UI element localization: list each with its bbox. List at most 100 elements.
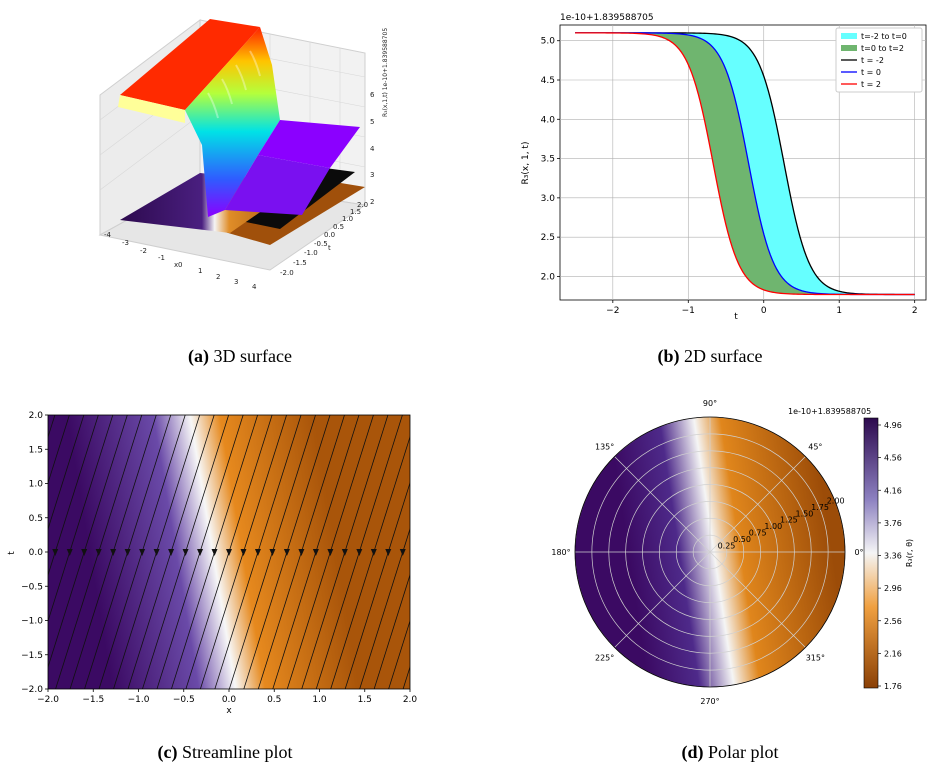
- x-tick: 2: [216, 273, 220, 281]
- legend-label: t = 0: [861, 68, 881, 77]
- angle-tick-label: 135°: [595, 443, 614, 452]
- flow-arrow: [52, 549, 59, 556]
- angle-tick-label: 45°: [808, 443, 822, 452]
- angle-tick-label: 0°: [854, 548, 863, 557]
- y-tick: 1.5: [350, 208, 361, 216]
- x-axis-label: t: [734, 312, 738, 322]
- surface-plateau-low: [258, 120, 360, 168]
- panel-3d-surface: -4 -3 -2 -1 0 1 2 3 4 x -2.0 -1.5 -1.0 -…: [98, 19, 389, 291]
- radial-ticks: 0.250.500.751.001.251.501.752.00: [718, 496, 845, 550]
- flow-arrow: [283, 549, 290, 556]
- x-tick-label: −2: [606, 306, 619, 316]
- flow-arrow: [370, 549, 377, 556]
- colorbar-tick-label: 2.96: [884, 584, 902, 593]
- radial-tick-label: 1.75: [811, 503, 829, 512]
- angle-tick-label: 180°: [551, 548, 570, 557]
- x-tick-label: 0.5: [267, 695, 281, 705]
- y-tick-label: 0.0: [29, 548, 44, 558]
- flow-arrow: [312, 549, 319, 556]
- z-tick: 2: [370, 198, 374, 206]
- flow-arrow: [385, 549, 392, 556]
- legend-label: t = 2: [861, 80, 881, 89]
- flow-arrow: [341, 549, 348, 556]
- x-ticks: −2 −1 0 1 2: [606, 300, 918, 316]
- x-tick: -2: [140, 247, 147, 255]
- fill-region-1: [575, 32, 915, 295]
- streamline: [48, 415, 70, 485]
- colorbar-tick-label: 4.96: [884, 421, 902, 430]
- y-axis-label: t: [7, 551, 17, 555]
- offset-label: 1e-10+1.839588705: [788, 407, 871, 416]
- colorbar-ticks: 4.96 4.56 4.16 3.76 3.36 2.96 2.56 2.16 1.76: [878, 421, 902, 691]
- x-tick-label: 1.0: [312, 695, 327, 705]
- y-tick: 2.0: [357, 201, 368, 209]
- flow-arrow: [95, 549, 102, 556]
- y-tick-label: 0.5: [29, 514, 43, 524]
- caption-d: (d) Polar plot: [681, 742, 779, 762]
- x-tick-label: −1: [682, 306, 695, 316]
- colorbar-tick-label: 2.16: [884, 649, 902, 658]
- flow-arrow: [327, 549, 334, 556]
- y-tick: -2.0: [280, 269, 294, 277]
- x-tick: -1: [158, 254, 165, 262]
- flow-arrow: [197, 549, 204, 556]
- legend-label: t=-2 to t=0: [861, 32, 907, 41]
- angle-ticks: 0° 45° 90° 135° 180° 225° 270° 315°: [551, 399, 863, 706]
- y-tick: 0.0: [324, 231, 335, 239]
- legend-label: t = -2: [861, 56, 884, 65]
- colorbar-tick-label: 3.76: [884, 519, 902, 528]
- series-line-3: [575, 32, 915, 296]
- y-tick-label: 5.0: [541, 37, 556, 47]
- y-ticks: 2.0 2.5 3.0 3.5 4.0 4.5 5.0: [541, 37, 560, 282]
- y-tick-label: 3.0: [541, 194, 556, 204]
- x-tick: -3: [122, 239, 129, 247]
- series-lines: [575, 32, 915, 296]
- surface-transition: [185, 27, 280, 217]
- y-tick-label: −1.5: [21, 651, 43, 661]
- x-tick-labels: -4 -3 -2 -1 0 1 2 3 4: [104, 231, 257, 291]
- flow-arrow: [226, 549, 232, 556]
- flow-arrow: [269, 549, 276, 556]
- angle-gridline: [614, 456, 711, 553]
- x-tick-label: −2.0: [37, 695, 59, 705]
- x-tick-label: 0.0: [222, 695, 237, 705]
- y-ticks: −2.0 −1.5 −1.0 −0.5 0.0 0.5 1.0 1.5 2.0: [21, 411, 48, 695]
- x-tick: 0: [178, 261, 182, 269]
- radial-tick-label: 0.75: [749, 529, 767, 538]
- legend-label: t=0 to t=2: [861, 44, 904, 53]
- y-tick-label: 4.0: [541, 115, 556, 125]
- y-tick-labels: -2.0 -1.5 -1.0 -0.5 0.0 0.5 1.0 1.5 2.0: [280, 201, 368, 277]
- y-tick-label: 2.0: [29, 411, 44, 421]
- x-tick-label: −0.5: [173, 695, 195, 705]
- panel-polar: 0.250.500.751.001.251.501.752.00 0° 45° 90…: [551, 399, 914, 706]
- z-tick-labels: 2 3 4 5 6: [370, 91, 375, 206]
- x-tick-label: 2.0: [403, 695, 418, 705]
- z-axis-label: R₃(x,1,t) 1e-10+1.839588705: [382, 28, 389, 117]
- x-tick: 4: [252, 283, 257, 291]
- y-tick: 1.0: [342, 215, 353, 223]
- flow-arrow: [298, 549, 305, 556]
- x-tick: 1: [198, 267, 202, 275]
- colorbar-label: R₃(r, θ): [905, 539, 914, 567]
- flow-arrow: [211, 549, 218, 556]
- streamline-arrows: [52, 549, 406, 556]
- radial-tick-label: 0.25: [718, 542, 736, 551]
- legend-box: [835, 27, 923, 93]
- radial-tick-label: 1.25: [780, 516, 798, 525]
- radial-tick-label: 0.50: [733, 535, 751, 544]
- panel-streamline: −2.0 −1.5 −1.0 −0.5 0.0 0.5 1.0 1.5 2.0 −2.0 −1.5…: [7, 411, 418, 716]
- x-tick-label: 1: [836, 306, 842, 316]
- y-tick-label: −0.5: [21, 582, 43, 592]
- flow-arrow: [168, 549, 175, 556]
- flow-arrow: [124, 549, 131, 556]
- z-tick: 5: [370, 118, 374, 126]
- flow-arrow: [110, 549, 117, 556]
- colorbar-tick-label: 2.56: [884, 617, 902, 626]
- y-tick: 0.5: [333, 223, 344, 231]
- y-axis-label: R₃(x, 1, t): [521, 142, 531, 185]
- y-tick-label: 4.5: [541, 76, 555, 86]
- radial-tick-label: 1.00: [764, 522, 782, 531]
- surface-plateau-low-side: [225, 155, 330, 215]
- z-tick: 4: [370, 145, 375, 153]
- y-tick-label: −2.0: [21, 685, 43, 695]
